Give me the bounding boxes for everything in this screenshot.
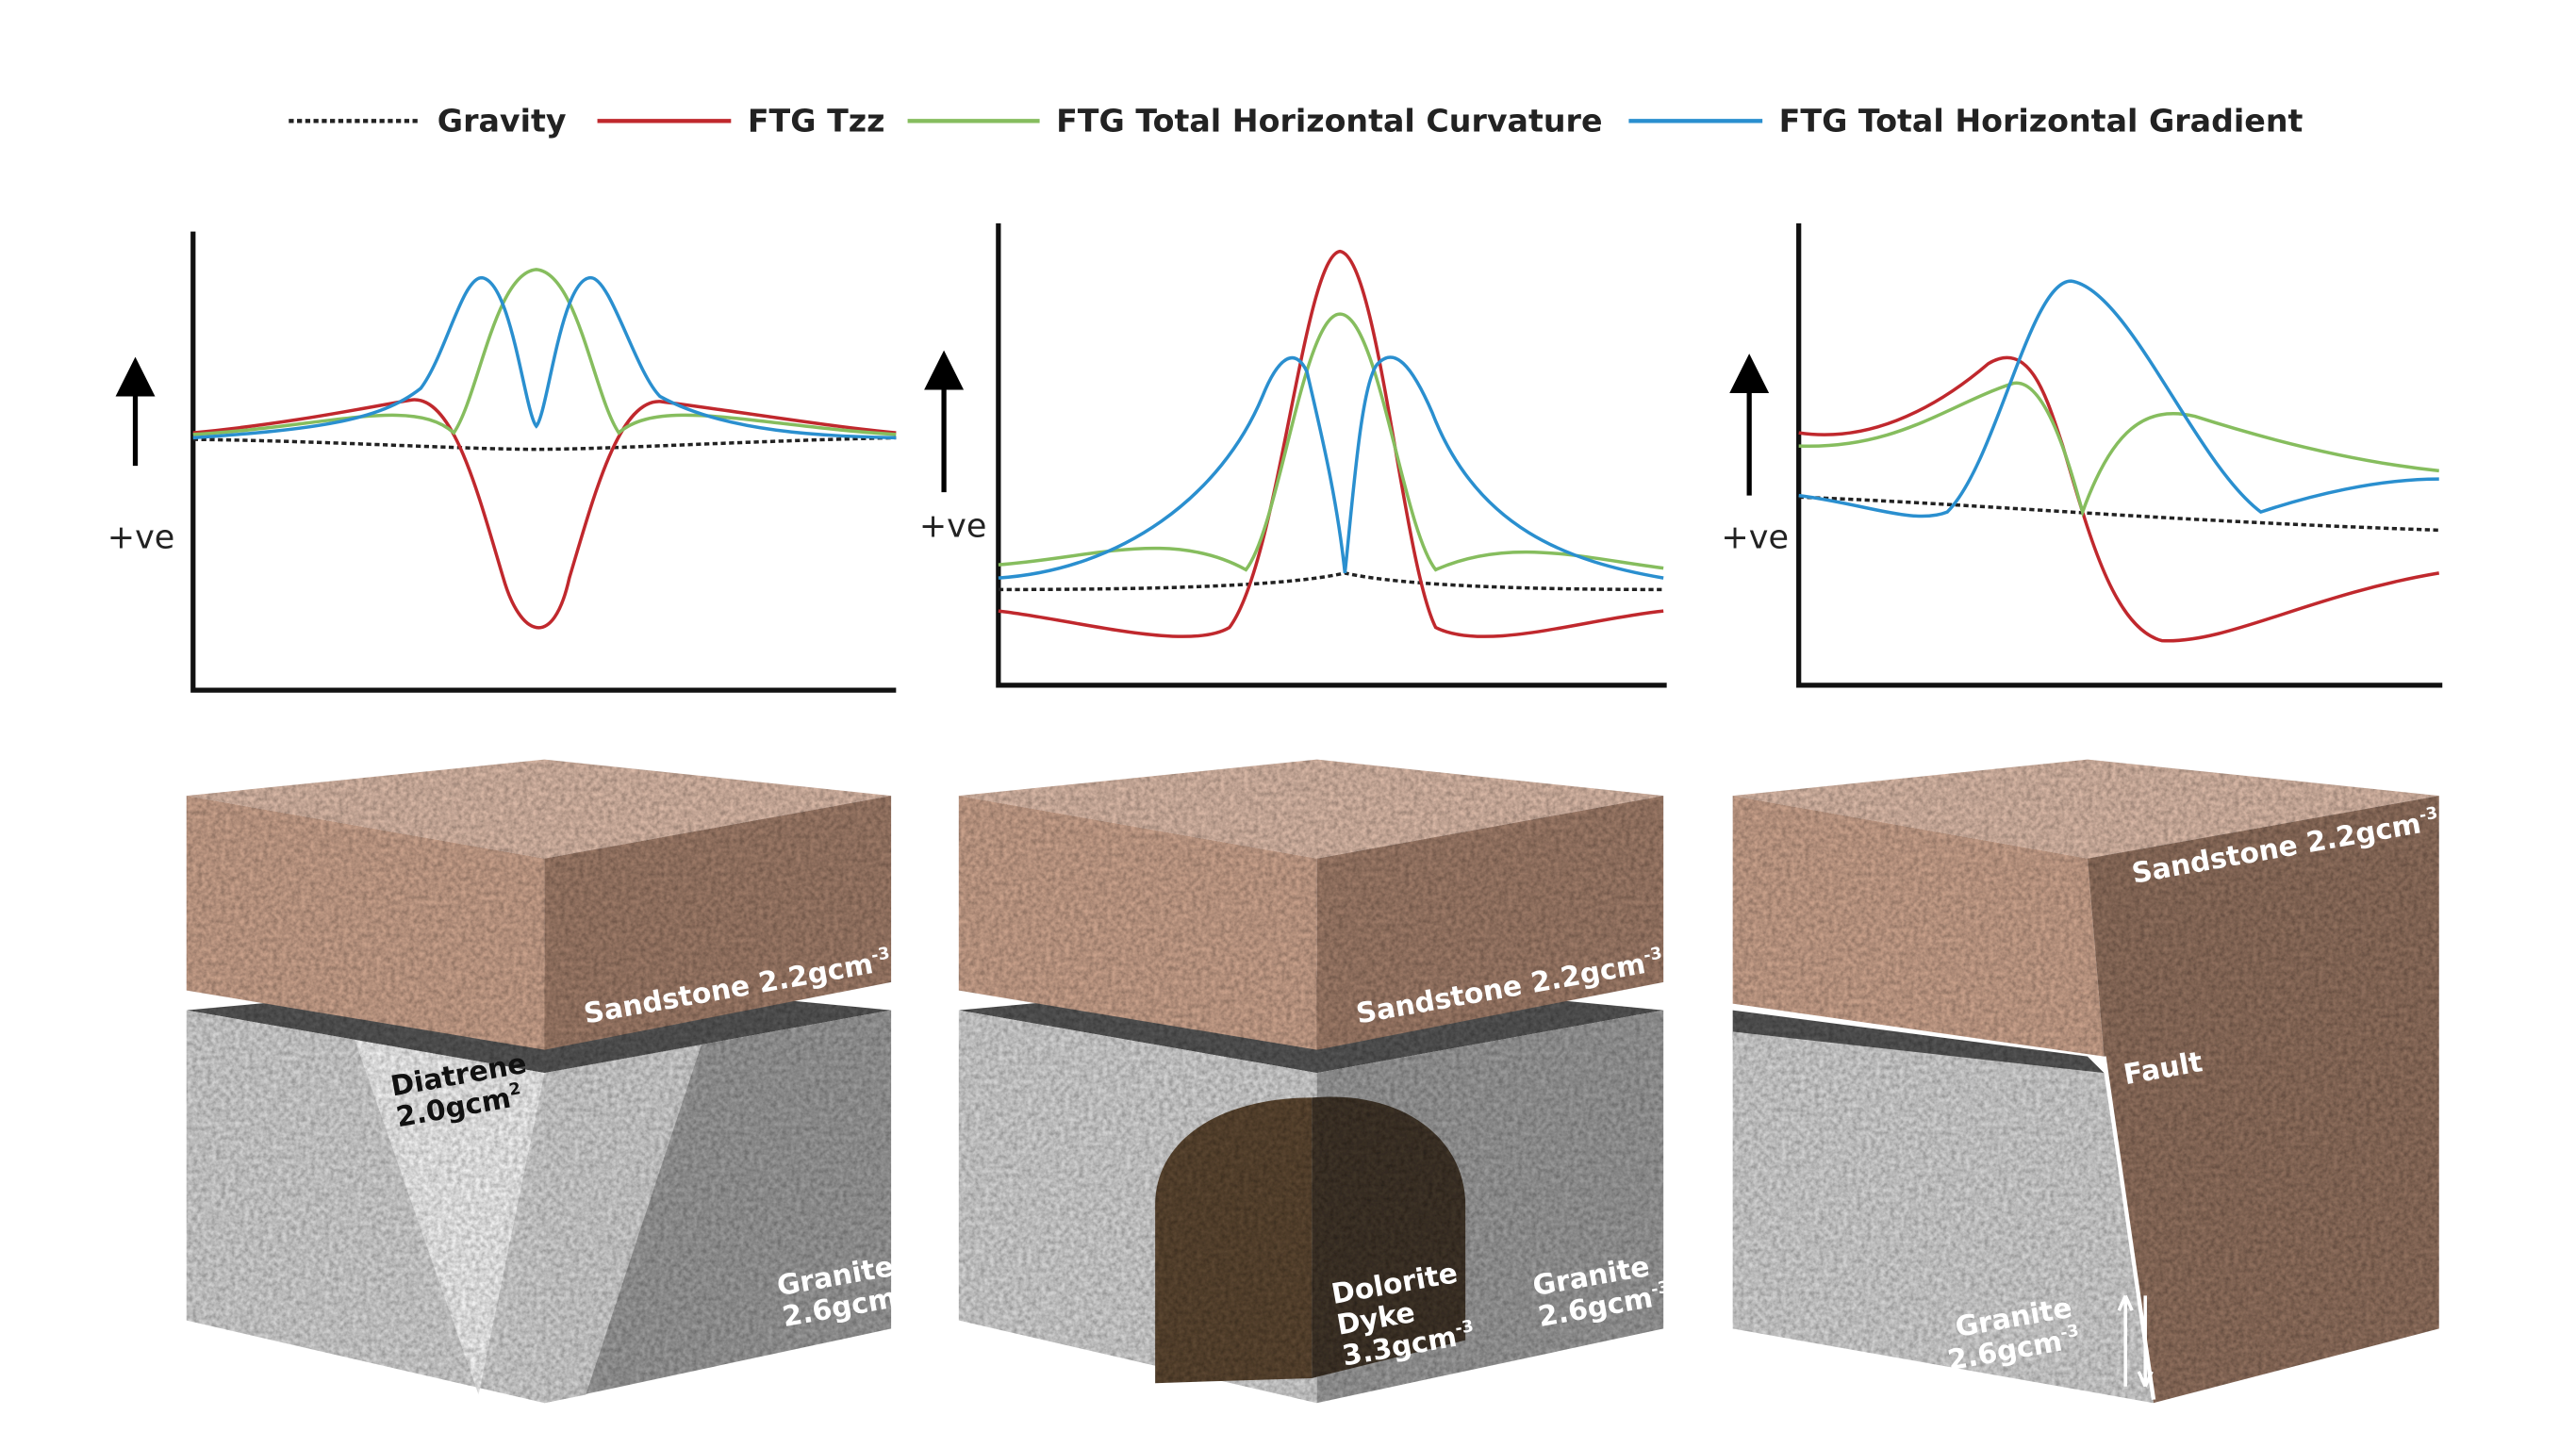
legend: Gravity FTG Tzz FTG Total Horizontal Cur…	[289, 103, 2304, 140]
sandstone-side	[2087, 796, 2439, 1404]
dyke-side	[1312, 1096, 1466, 1378]
legend-label: FTG Tzz	[748, 103, 885, 140]
axis-label: +ve	[107, 519, 175, 557]
sandstone-front	[186, 796, 545, 1050]
layer-label: Granite2.6gcm-3	[1940, 1291, 2083, 1377]
fault-arrows	[2117, 1294, 2154, 1388]
label-sup: -3	[1454, 1317, 1476, 1339]
label-sup: -3	[870, 944, 892, 965]
gravity-curve	[192, 436, 897, 452]
label-sup: -3	[1643, 944, 1664, 965]
label-sup: -3	[2059, 1322, 2081, 1343]
sandstone-top	[186, 759, 892, 859]
profile-panel: +ve	[919, 222, 1667, 688]
dyke-front	[1155, 1097, 1313, 1384]
gradient-curve	[1798, 279, 2439, 518]
block-model	[1732, 759, 2439, 1404]
profile-panel: +ve	[107, 231, 897, 693]
legend-label: FTG Total Horizontal Curvature	[1056, 103, 1602, 140]
sandstone-side	[1316, 796, 1664, 1050]
gradient-curve	[192, 275, 897, 440]
sandstone-top	[958, 759, 1664, 859]
label-sup: -3	[894, 1278, 916, 1300]
legend-label: FTG Total Horizontal Gradient	[1779, 103, 2304, 140]
label-sup: 2	[507, 1079, 521, 1100]
label-sup: -3	[2418, 804, 2439, 826]
sandstone-front	[1732, 796, 2105, 1057]
axis-label: +ve	[919, 507, 987, 545]
curvature-curve	[192, 268, 897, 436]
legend-label: Gravity	[438, 103, 567, 140]
profile-panel: +ve	[1721, 222, 2443, 688]
gradient-curve	[998, 355, 1664, 580]
gap-face	[1732, 1010, 2105, 1074]
block-model	[958, 759, 1664, 1404]
gravity-curve	[1798, 495, 2439, 533]
block-model	[186, 759, 892, 1404]
sandstone-front	[958, 796, 1317, 1050]
axes	[1796, 222, 2443, 688]
axes	[190, 231, 897, 693]
axes	[996, 222, 1667, 688]
sandstone-top	[1732, 759, 2439, 859]
granite-front	[1732, 1031, 2154, 1404]
curvature-curve	[1798, 381, 2439, 518]
curvature-curve	[998, 312, 1664, 572]
diatreme-side	[544, 1045, 702, 1404]
diatreme	[355, 1040, 545, 1395]
tzz-curve	[192, 398, 897, 630]
label-sup: -3	[1649, 1278, 1671, 1300]
tzz-curve	[998, 249, 1664, 638]
axis-label: +ve	[1721, 519, 1789, 557]
tzz-curve	[1798, 355, 2440, 643]
gravity-curve	[998, 571, 1664, 592]
sandstone-side	[544, 796, 892, 1050]
